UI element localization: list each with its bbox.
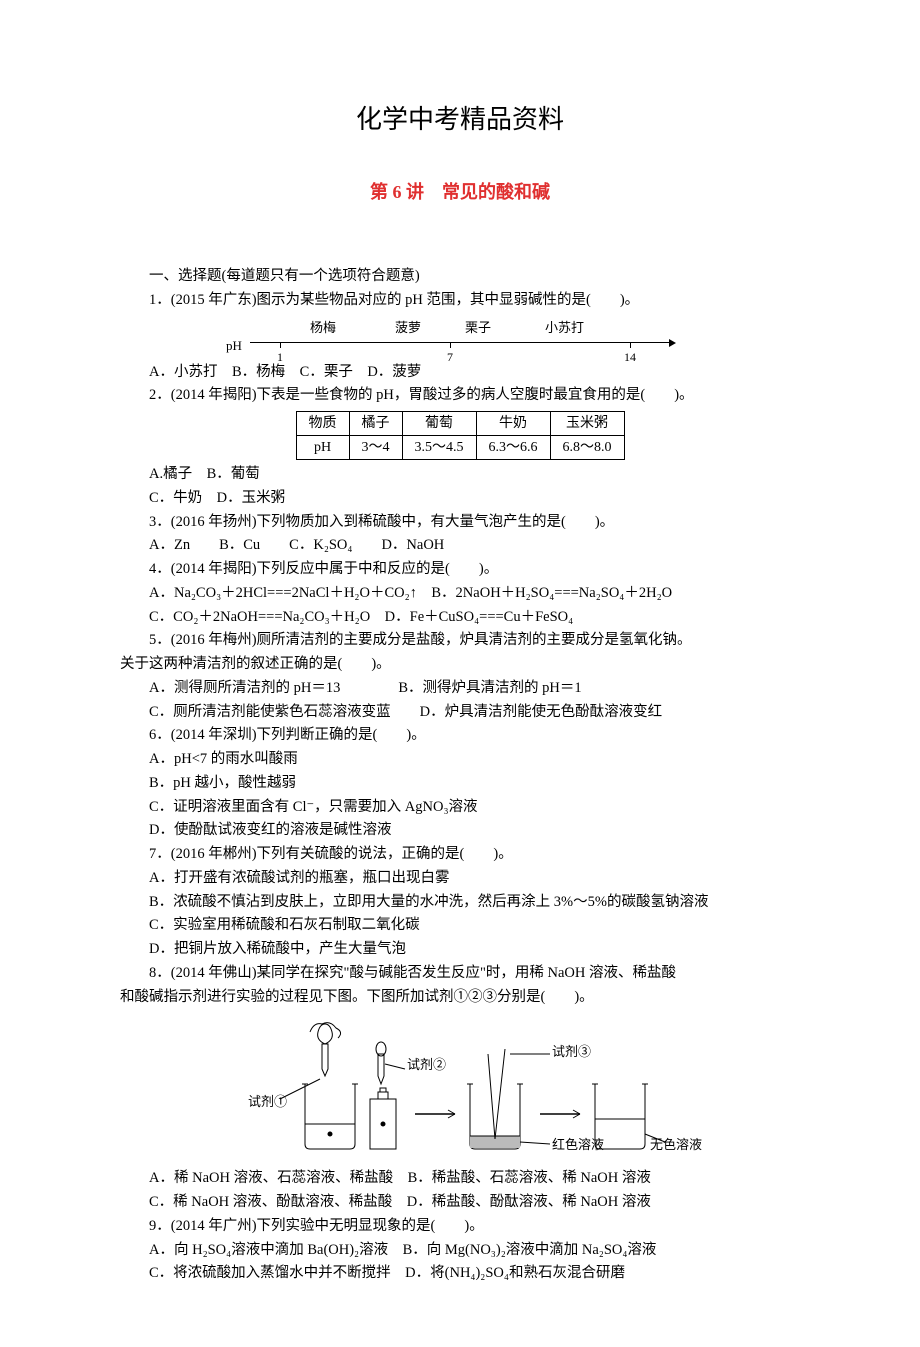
q8-opt-ab: A．稀 NaOH 溶液、石蕊溶液、稀盐酸 B．稀盐酸、石蕊溶液、稀 NaOH 溶…: [120, 1168, 800, 1190]
q2-ph-4: 6.8～8.0: [550, 436, 624, 460]
q1-tick-1: 1: [277, 348, 283, 366]
q2-h-juzi: 橘子: [349, 412, 402, 436]
section-heading: 一、选择题(每道题只有一个选项符合题意): [120, 266, 800, 288]
table-row: pH 3～4 3.5～4.5 6.3～6.6 6.8～8.0: [296, 436, 624, 460]
q1-stem: 1．(2015 年广东)图示为某些物品对应的 pH 范围，其中显弱碱性的是( )…: [120, 290, 800, 312]
q7-opt-d: D．把铜片放入稀硫酸中，产生大量气泡: [120, 939, 800, 961]
q8-label-r3: 试剂③: [552, 1044, 591, 1059]
q6-opt-c: C．证明溶液里面含有 Cl⁻，只需要加入 AgNO₃溶液: [120, 797, 800, 819]
q2-ph-label: pH: [296, 436, 349, 460]
q2-h-niunai: 牛奶: [476, 412, 550, 436]
q6-stem: 6．(2014 年深圳)下列判断正确的是( )。: [120, 725, 800, 747]
q7-stem: 7．(2016 年郴州)下列有关硫酸的说法，正确的是( )。: [120, 844, 800, 866]
q5-opt-ab: A．测得厕所清洁剂的 pH＝13 B．测得炉具清洁剂的 pH＝1: [120, 678, 800, 700]
q7-opt-b: B．浓硫酸不慎沾到皮肤上，立即用大量的水冲洗，然后再涂上 3%～5%的碳酸氢钠溶…: [120, 892, 800, 914]
q5-stem2: 关于这两种清洁剂的叙述正确的是( )。: [120, 654, 800, 676]
q8-label-r1: 试剂①: [248, 1094, 287, 1109]
q2-ph-3: 6.3～6.6: [476, 436, 550, 460]
q1-label-xiaosuda: 小苏打: [545, 318, 584, 338]
q2-options-2: C．牛奶 D．玉米粥: [120, 488, 800, 510]
q3-stem: 3．(2016 年扬州)下列物质加入到稀硫酸中，有大量气泡产生的是( )。: [120, 512, 800, 534]
q2-ph-2: 3.5～4.5: [402, 436, 476, 460]
q9-opt-cd: C．将浓硫酸加入蒸馏水中并不断搅拌 D．将(NH₄)₂SO₄和熟石灰混合研磨: [120, 1263, 800, 1285]
q8-stem1: 8．(2014 年佛山)某同学在探究"酸与碱能否发生反应"时，用稀 NaOH 溶…: [120, 963, 800, 985]
q8-label-colorless: 无色溶液: [650, 1137, 702, 1152]
page-title: 化学中考精品资料: [120, 100, 800, 139]
q3-options: A．Zn B．Cu C．K₂SO₄ D．NaOH: [120, 535, 800, 557]
q1-label-boluo: 菠萝: [395, 318, 421, 338]
q2-h-putao: 葡萄: [402, 412, 476, 436]
q8-label-r2: 试剂②: [407, 1057, 446, 1072]
q2-stem: 2．(2014 年揭阳)下表是一些食物的 pH，胃酸过多的病人空腹时最宜食用的是…: [120, 385, 800, 407]
q2-ph-1: 3～4: [349, 436, 402, 460]
q1-ph-diagram: 杨梅 菠萝 栗子 小苏打 pH 1 7 14: [250, 318, 670, 358]
q8-stem2: 和酸碱指示剂进行实验的过程见下图。下图所加试剂①②③分别是( )。: [120, 987, 800, 1009]
q7-opt-c: C．实验室用稀硫酸和石灰石制取二氧化碳: [120, 915, 800, 937]
q4-opt-cd: C．CO₂＋2NaOH===Na₂CO₃＋H₂O D．Fe＋CuSO₄===Cu…: [120, 607, 800, 629]
q9-opt-ab: A．向 H₂SO₄溶液中滴加 Ba(OH)₂溶液 B．向 Mg(NO₃)₂溶液中…: [120, 1240, 800, 1262]
q1-options: A．小苏打 B．杨梅 C．栗子 D．菠萝: [120, 362, 800, 384]
q8-diagram: 试剂① 试剂② 试剂③ 红色溶液 无色溶液: [210, 1014, 710, 1164]
q6-opt-a: A．pH<7 的雨水叫酸雨: [120, 749, 800, 771]
q8-opt-cd: C．稀 NaOH 溶液、酚酞溶液、稀盐酸 D．稀盐酸、酚酞溶液、稀 NaOH 溶…: [120, 1192, 800, 1214]
q9-stem: 9．(2014 年广州)下列实验中无明显现象的是( )。: [120, 1216, 800, 1238]
q6-opt-b: B．pH 越小，酸性越弱: [120, 773, 800, 795]
q2-h-wuzhi: 物质: [296, 412, 349, 436]
q6-opt-d: D．使酚酞试液变红的溶液是碱性溶液: [120, 820, 800, 842]
q1-label-yangmei: 杨梅: [310, 318, 336, 338]
q4-stem: 4．(2014 年揭阳)下列反应中属于中和反应的是( )。: [120, 559, 800, 581]
q1-tick-14: 14: [624, 348, 636, 366]
q2-h-yumizhou: 玉米粥: [550, 412, 624, 436]
q4-opt-ab: A．Na₂CO₃＋2HCl===2NaCl＋H₂O＋CO₂↑ B．2NaOH＋H…: [120, 583, 800, 605]
q1-label-lizi: 栗子: [465, 318, 491, 338]
q5-stem1: 5．(2016 年梅州)厕所清洁剂的主要成分是盐酸，炉具清洁剂的主要成分是氢氧化…: [120, 630, 800, 652]
table-row: 物质 橘子 葡萄 牛奶 玉米粥: [296, 412, 624, 436]
q1-axis-label: pH: [226, 336, 242, 356]
q1-tick-7: 7: [447, 348, 453, 366]
q5-opt-cd: C．厕所清洁剂能使紫色石蕊溶液变蓝 D．炉具清洁剂能使无色酚酞溶液变红: [120, 702, 800, 724]
q2-options-1: A.橘子 B．葡萄: [120, 464, 800, 486]
q7-opt-a: A．打开盛有浓硫酸试剂的瓶塞，瓶口出现白雾: [120, 868, 800, 890]
q8-label-red: 红色溶液: [552, 1137, 604, 1152]
q2-table: 物质 橘子 葡萄 牛奶 玉米粥 pH 3～4 3.5～4.5 6.3～6.6 6…: [296, 411, 625, 460]
lesson-title: 第 6 讲 常见的酸和碱: [120, 179, 800, 206]
